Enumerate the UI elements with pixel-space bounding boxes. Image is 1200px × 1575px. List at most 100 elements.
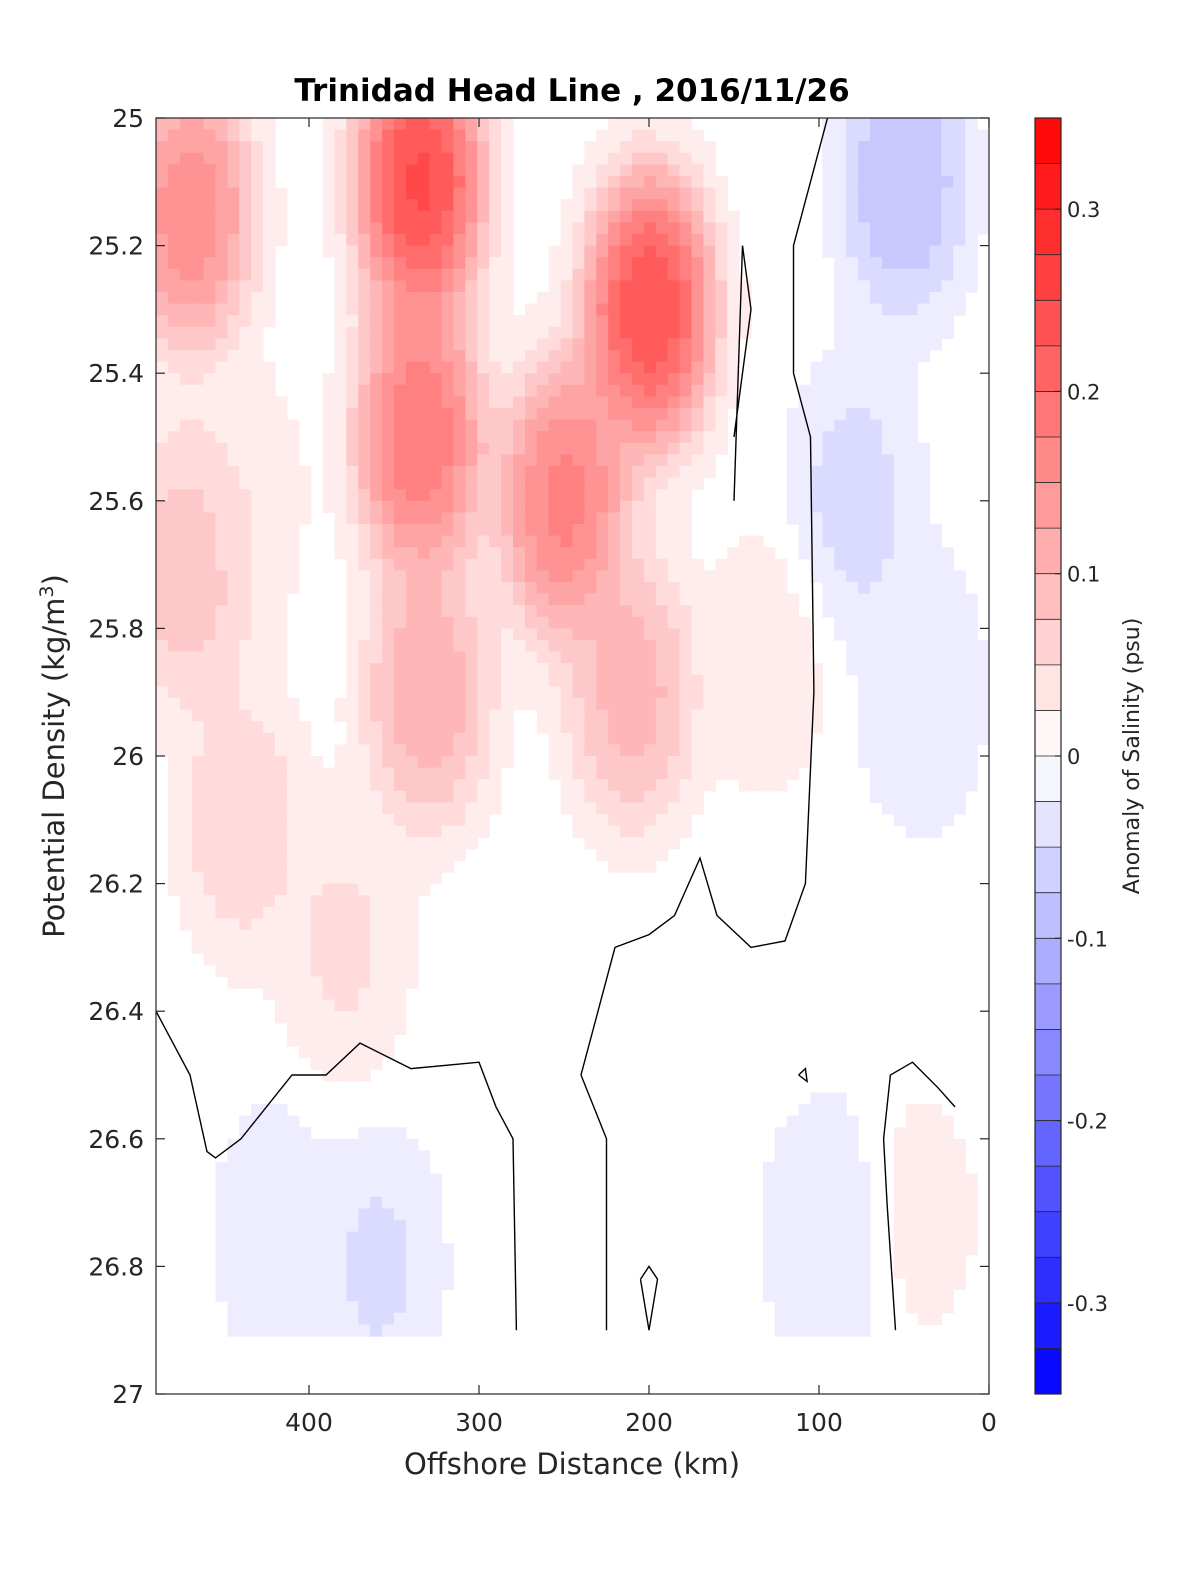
field-cell [822,1127,835,1140]
field-cell [215,210,228,223]
field-cell [405,895,419,908]
field-cell [489,558,502,571]
field-cell [286,489,300,502]
field-cell [298,1324,312,1337]
field-cell [429,1231,443,1244]
field-cell [441,1278,455,1291]
field-cell [929,686,942,699]
field-cell [382,640,395,653]
field-cell [191,709,205,722]
field-cell [203,547,217,560]
field-cell [465,616,478,629]
field-cell [239,686,252,699]
field-cell [739,721,752,734]
field-cell [203,895,217,908]
field-cell [334,454,347,467]
field-cell [179,547,193,560]
field-cell [179,860,193,873]
field-cell [263,176,276,189]
field-cell [858,663,871,676]
field-cell [346,524,359,537]
field-cell [727,268,740,281]
field-cell [548,338,562,351]
field-cell [953,1220,966,1233]
field-cell [715,721,728,734]
field-cell [596,825,609,838]
field-cell [286,466,300,479]
field-cell [881,222,895,235]
field-cell [536,535,550,548]
field-cell [429,466,443,479]
field-cell [703,257,716,270]
field-cell [239,176,252,189]
field-cell [275,1162,288,1175]
field-cell [191,176,205,189]
field-cell [560,280,574,293]
field-cell [834,129,847,142]
field-cell [786,1254,800,1267]
y-tick-label: 25.4 [88,359,144,388]
field-cell [203,744,217,757]
x-tick-label: 100 [795,1408,843,1437]
field-cell [834,524,847,537]
field-cell [727,547,740,560]
field-cell [453,129,466,142]
field-cell [632,651,645,664]
field-cell [596,384,609,397]
field-cell [286,1254,300,1267]
field-cell [489,628,502,641]
field-cell [643,384,657,397]
field-cell [477,234,490,247]
field-cell [679,779,693,792]
field-cell [548,466,562,479]
field-cell [382,466,395,479]
field-cell [191,210,205,223]
field-cell [334,222,347,235]
field-cell [382,1301,395,1314]
field-cell [286,1162,300,1175]
field-cell [643,535,657,548]
field-cell [774,767,788,780]
field-cell [905,651,919,664]
field-cell [191,292,205,305]
field-cell [405,129,419,142]
field-cell [727,721,740,734]
field-cell [203,767,217,780]
field-cell [465,524,478,537]
field-cell [203,721,217,734]
field-cell [322,988,336,1001]
field-cell [370,628,383,641]
field-cell [370,141,383,154]
field-cell [346,187,359,200]
field-cell [667,709,681,722]
field-cell [703,616,716,629]
field-cell [310,860,324,873]
field-cell [441,825,455,838]
field-cell [286,999,300,1012]
field-cell [572,663,585,676]
field-cell [310,1243,324,1256]
field-cell [191,245,205,258]
field-cell [929,1208,942,1221]
field-cell [179,848,193,861]
field-cell [251,941,264,954]
field-cell [251,698,264,711]
field-cell [156,477,169,490]
field-cell [239,350,252,363]
field-cell [334,210,347,223]
field-cell [870,152,883,165]
field-cell [191,280,205,293]
field-cell [334,1150,347,1163]
field-cell [167,582,181,595]
field-cell [929,616,942,629]
field-cell [346,558,359,571]
field-cell [370,953,383,966]
field-cell [417,187,431,200]
field-cell [798,709,812,722]
field-cell [346,303,359,316]
field-cell [846,1243,859,1256]
field-cell [239,419,252,432]
field-cell [298,779,312,792]
field-cell [822,1254,835,1267]
field-cell [489,199,502,212]
